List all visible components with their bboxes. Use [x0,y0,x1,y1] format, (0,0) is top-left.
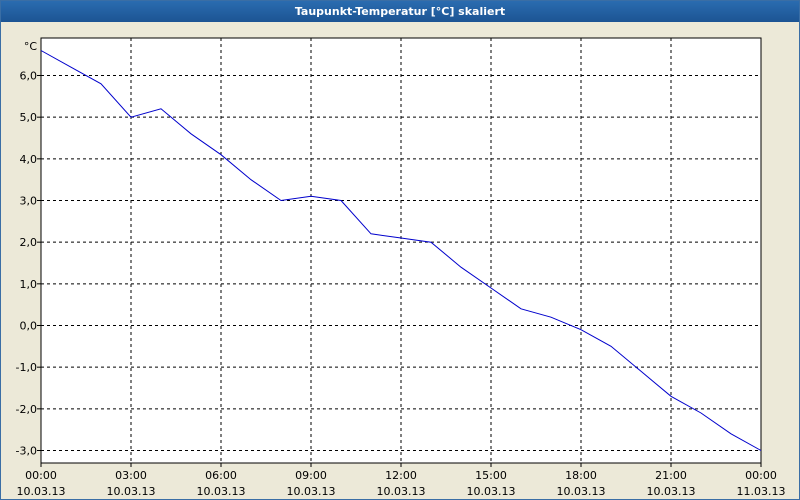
y-tick-label: 3,0 [20,195,38,208]
plot-frame [40,37,762,464]
x-tick-time-label: 09:00 [295,469,327,482]
y-tick-label: 2,0 [20,236,38,249]
x-tick-date-label: 10.03.13 [557,485,606,498]
x-tick-date-label: 10.03.13 [377,485,426,498]
y-tick-label: 0,0 [20,320,38,333]
x-tick-time-label: 15:00 [475,469,507,482]
x-tick-date-label: 11.03.13 [737,485,786,498]
x-tick-time-label: 03:00 [115,469,147,482]
x-tick-time-label: 18:00 [565,469,597,482]
x-tick-date-label: 10.03.13 [107,485,156,498]
y-tick-label: 5,0 [20,111,38,124]
y-tick-label: 1,0 [20,278,38,291]
y-tick-label: 4,0 [20,153,38,166]
x-tick-date-label: 10.03.13 [287,485,336,498]
x-tick-time-label: 21:00 [655,469,687,482]
x-tick-date-label: 10.03.13 [467,485,516,498]
x-tick-date-label: 10.03.13 [647,485,696,498]
temperature-line [40,50,762,451]
y-tick-label: 6,0 [20,70,38,83]
x-tick-time-label: 00:00 [745,469,777,482]
y-tick-label: -2,0 [16,403,37,416]
y-tick-label: -1,0 [16,361,37,374]
x-tick-date-label: 10.03.13 [197,485,246,498]
x-tick-time-label: 12:00 [385,469,417,482]
x-tick-time-label: 00:00 [25,469,57,482]
window-title: Taupunkt-Temperatur [°C] skaliert [1,1,799,22]
x-tick-date-label: 10.03.13 [17,485,66,498]
y-tick-label: -3,0 [16,445,37,458]
x-tick-time-label: 06:00 [205,469,237,482]
y-axis-unit-label: °C [24,40,38,53]
